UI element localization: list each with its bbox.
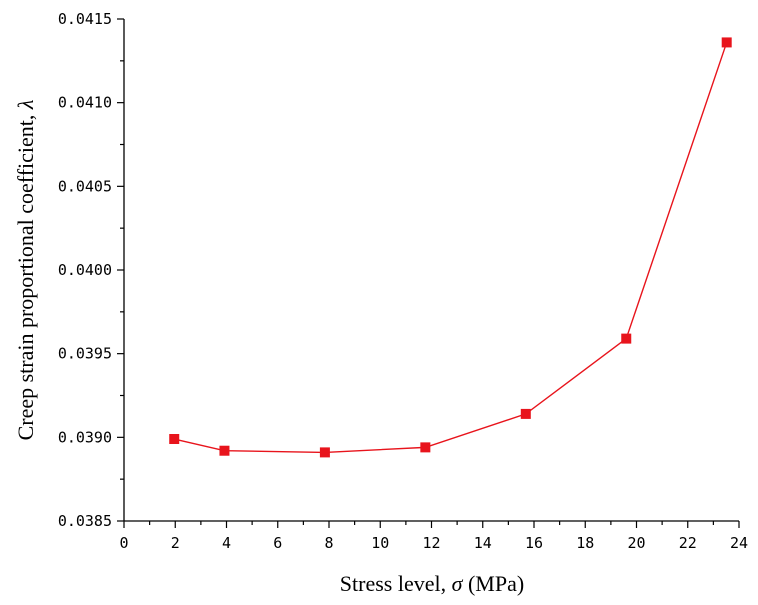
x-tick-label: 2 — [171, 534, 180, 552]
y-axis-title: Creep strain proportional coefficient, λ — [13, 100, 38, 441]
data-point — [219, 445, 230, 456]
y-tick-label: 0.0385 — [58, 512, 112, 530]
x-axis-title: Stress level, σ (MPa) — [340, 571, 524, 596]
y-axis-title-symbol: λ — [13, 100, 38, 111]
series-layer — [169, 37, 732, 458]
x-tick-label: 16 — [525, 534, 543, 552]
x-tick-label: 12 — [422, 534, 440, 552]
data-point — [420, 442, 431, 453]
x-tick-label: 0 — [119, 534, 128, 552]
y-tick-label: 0.0410 — [58, 94, 112, 112]
x-tick-label: 18 — [576, 534, 594, 552]
x-axis-title-prefix: Stress level, — [340, 571, 452, 596]
x-tick-label: 4 — [222, 534, 231, 552]
data-point — [169, 434, 180, 445]
data-point — [721, 37, 732, 48]
data-point — [621, 333, 632, 344]
y-tick-label: 0.0390 — [58, 428, 112, 446]
series-line — [174, 42, 728, 454]
x-tick-label: 24 — [730, 534, 748, 552]
x-tick-label: 14 — [474, 534, 492, 552]
y-tick-label: 0.0415 — [58, 10, 112, 28]
y-tick-label: 0.0400 — [58, 261, 112, 279]
y-tick-label: 0.0395 — [58, 345, 112, 363]
x-tick-label: 10 — [371, 534, 389, 552]
y-axis-title-prefix: Creep strain proportional coefficient, — [13, 109, 38, 440]
x-tick-label: 20 — [627, 534, 645, 552]
y-tick-label: 0.0405 — [58, 177, 112, 195]
x-tick-label: 22 — [679, 534, 697, 552]
x-tick-label: 8 — [324, 534, 333, 552]
x-axis-title-suffix: (MPa) — [462, 571, 524, 596]
ticks: 0 2 4 6 8 10 12 14 16 18 20 22 240.03850.03900.03950… — [58, 10, 748, 552]
x-axis-title-symbol: σ — [452, 571, 464, 596]
data-point — [520, 408, 531, 419]
data-point — [319, 447, 330, 458]
x-tick-label: 6 — [273, 534, 282, 552]
